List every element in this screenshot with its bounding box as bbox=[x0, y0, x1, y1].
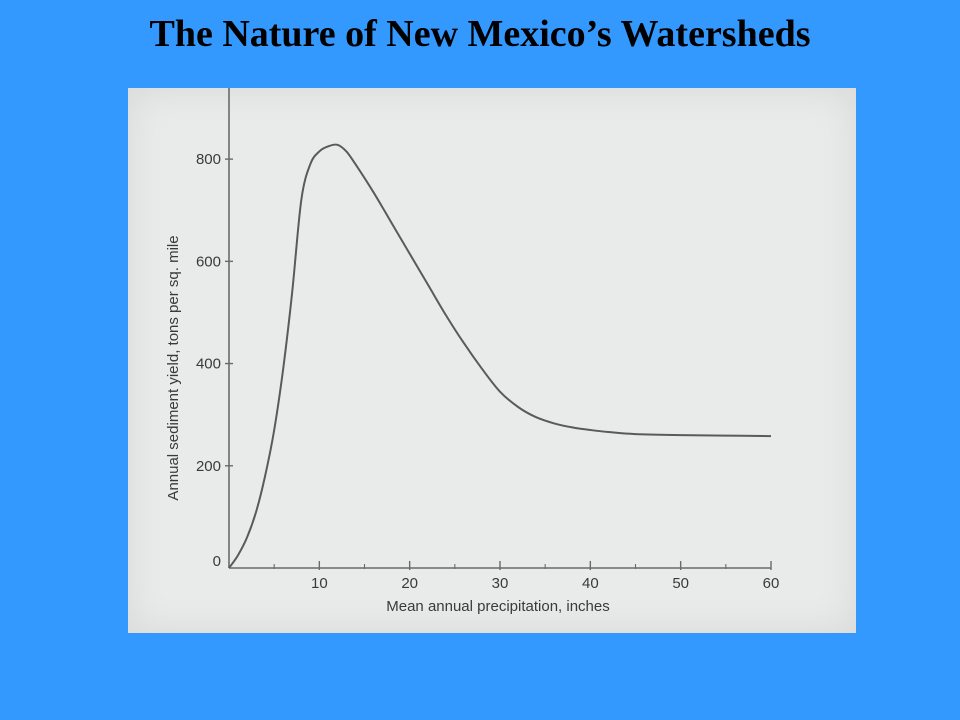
sediment-yield-curve bbox=[228, 143, 772, 569]
y-tick-label: 600 bbox=[196, 253, 221, 270]
x-tick-label: 20 bbox=[401, 575, 418, 592]
axes bbox=[228, 88, 771, 569]
x-tick-label: 10 bbox=[311, 575, 328, 592]
x-axis-label: Mean annual precipitation, inches bbox=[386, 598, 609, 615]
y-tick-label: 800 bbox=[196, 151, 221, 168]
x-tick-label: 30 bbox=[492, 575, 509, 592]
series-layer bbox=[228, 143, 772, 569]
x-tick-label: 50 bbox=[672, 575, 689, 592]
x-tick-label: 60 bbox=[763, 575, 780, 592]
y-tick-label: 0 bbox=[213, 553, 221, 570]
slide-title: The Nature of New Mexico’s Watersheds bbox=[149, 13, 811, 55]
y-tick-label: 200 bbox=[196, 458, 221, 475]
x-tick-label: 40 bbox=[582, 575, 599, 592]
chart-panel: 10 20 30 40 50 60 0 200 400 600 800 Mean annual pr… bbox=[128, 88, 856, 633]
y-axis-label: Annual sediment yield, tons per sq. mile bbox=[165, 235, 182, 500]
y-tick-label: 400 bbox=[196, 356, 221, 373]
